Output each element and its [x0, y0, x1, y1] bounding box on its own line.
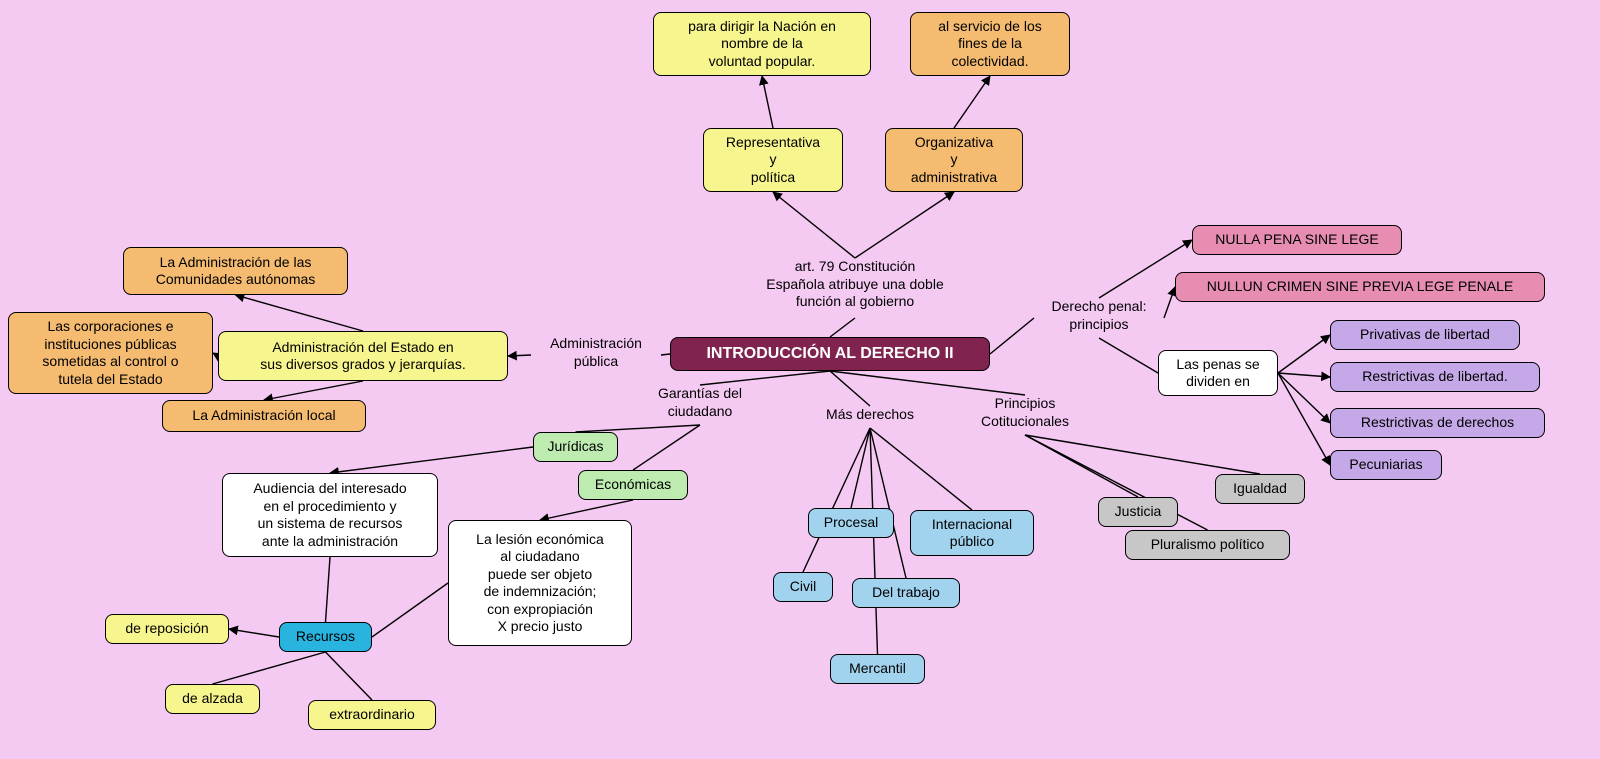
node-economicas: Económicas: [578, 470, 688, 500]
node-restlib: Restrictivas de libertad.: [1330, 362, 1540, 392]
node-restder: Restrictivas de derechos: [1330, 408, 1545, 438]
node-justicia: Justicia: [1098, 497, 1178, 527]
edge-penas-restlib: [1278, 373, 1330, 377]
node-penal: Derecho penal:principios: [1034, 298, 1164, 338]
node-root: INTRODUCCIÓN AL DERECHO II: [670, 337, 990, 371]
edge-masder-mercantil: [870, 428, 878, 654]
edge-art79-org: [855, 192, 954, 258]
edge-princ-igualdad: [1025, 435, 1260, 474]
node-repr2: para dirigir la Nación ennombre de lavol…: [653, 12, 871, 76]
edge-penas-priv: [1278, 335, 1330, 373]
edge-root-masder: [830, 371, 870, 406]
node-corp: Las corporaciones einstituciones pública…: [8, 312, 213, 394]
edge-penal-penas: [1099, 338, 1158, 373]
node-repr: Representativaypolítica: [703, 128, 843, 192]
edge-adminpub-adminestado: [508, 355, 531, 356]
node-pecun: Pecuniarias: [1330, 450, 1442, 480]
edge-repr-repr2: [762, 76, 773, 128]
node-nullun: NULLUN CRIMEN SINE PREVIA LEGE PENALE: [1175, 272, 1545, 302]
node-recursos: Recursos: [279, 622, 372, 652]
node-art79: art. 79 ConstituciónEspañola atribuye un…: [740, 258, 970, 318]
edge-root-princ: [830, 371, 1025, 395]
edge-org-org2: [954, 76, 990, 128]
node-priv: Privativas de libertad: [1330, 320, 1520, 350]
edge-recursos-lesion: [372, 583, 448, 637]
node-adminpub: Administraciónpública: [531, 335, 661, 375]
node-trabajo: Del trabajo: [852, 578, 960, 608]
edge-root-adminpub: [661, 354, 670, 355]
node-org2: al servicio de losfines de lacolectivida…: [910, 12, 1070, 76]
edge-penal-nullun: [1164, 287, 1175, 318]
node-pluralismo: Pluralismo político: [1125, 530, 1290, 560]
edge-audiencia-recursos: [326, 557, 331, 622]
edge-garantias-economicas: [633, 425, 700, 470]
edge-root-penal: [990, 318, 1034, 354]
edge-adminestado-admincom: [236, 295, 364, 331]
edge-princ-justicia: [1025, 435, 1138, 497]
edge-adminestado-adminlocal: [264, 381, 363, 400]
node-princ: PrincipiosCotitucionales: [960, 395, 1090, 435]
node-procesal: Procesal: [808, 508, 894, 538]
edge-garantias-juridicas: [576, 425, 701, 432]
node-igualdad: Igualdad: [1215, 474, 1305, 504]
node-lesion: La lesión económicaal ciudadanopuede ser…: [448, 520, 632, 646]
node-audiencia: Audiencia del interesadoen el procedimie…: [222, 473, 438, 557]
node-garantias: Garantías delciudadano: [640, 385, 760, 425]
node-extraord: extraordinario: [308, 700, 436, 730]
edge-penas-pecun: [1278, 373, 1330, 465]
edge-economicas-lesion: [540, 500, 633, 520]
node-intpub: Internacionalpúblico: [910, 510, 1034, 556]
edge-root-garantias: [700, 371, 830, 385]
node-adminlocal: La Administración local: [162, 400, 366, 432]
node-juridicas: Jurídicas: [533, 432, 618, 462]
edge-recursos-repos: [229, 629, 279, 637]
node-nulla: NULLA PENA SINE LEGE: [1192, 225, 1402, 255]
edge-recursos-alzada: [213, 652, 326, 684]
node-alzada: de alzada: [165, 684, 260, 714]
node-org: Organizativayadministrativa: [885, 128, 1023, 192]
node-repos: de reposición: [105, 614, 229, 644]
node-masder: Más derechos: [810, 406, 930, 428]
edge-masder-intpub: [870, 428, 972, 510]
edge-masder-procesal: [851, 428, 870, 508]
node-mercantil: Mercantil: [830, 654, 925, 684]
edge-root-art79: [830, 318, 855, 337]
edge-art79-repr: [773, 192, 855, 258]
node-admincom: La Administración de lasComunidades autó…: [123, 247, 348, 295]
edge-masder-trabajo: [870, 428, 906, 578]
concept-map-canvas: INTRODUCCIÓN AL DERECHO II art. 79 Consti…: [0, 0, 1600, 759]
node-adminestado: Administración del Estado ensus diversos…: [218, 331, 508, 381]
edge-penas-restder: [1278, 373, 1330, 423]
node-civil: Civil: [773, 572, 833, 602]
node-penas: Las penas sedividen en: [1158, 350, 1278, 396]
edge-juridicas-audiencia: [330, 447, 533, 473]
edge-masder-civil: [803, 428, 870, 572]
edge-recursos-extraord: [326, 652, 373, 700]
